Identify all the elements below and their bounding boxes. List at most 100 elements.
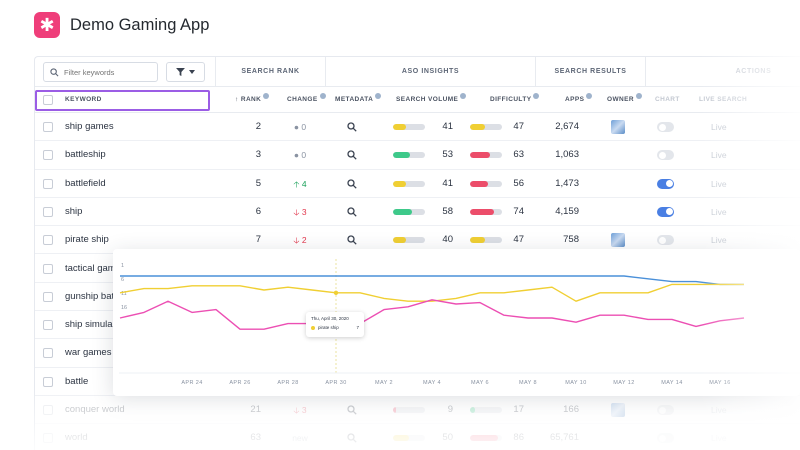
row-checkbox[interactable] [43,263,53,274]
y-tick-label: 6 [121,277,124,283]
metadata-search-button[interactable] [340,141,364,172]
col-metadata-label: METADATA [335,96,374,103]
difficulty-value: 86 [513,432,524,444]
keyword-cell[interactable]: ship simula [65,319,113,331]
keyword-cell[interactable]: conquer world [65,404,125,415]
table-row[interactable]: battleship 3 ● 0 53 63 1,063 Live [35,141,800,172]
row-checkbox[interactable] [43,178,53,189]
change-cell: 🡣 3 [275,396,325,424]
row-checkbox[interactable] [43,206,53,217]
change-cell: 🡣 2 [275,226,325,254]
col-keyword[interactable]: KEYWORD [65,96,102,103]
row-checkbox[interactable] [43,320,53,331]
metadata-search-button[interactable] [340,424,364,450]
row-checkbox[interactable] [43,150,53,161]
live-search-link[interactable]: Live [711,433,727,444]
filter-keywords-field[interactable] [43,62,158,82]
keyword-cell[interactable]: pirate ship [65,234,109,246]
metadata-search-button[interactable] [340,113,364,144]
chart-toggle[interactable] [657,235,674,246]
live-search-link[interactable]: Live [711,405,727,415]
metadata-search-button[interactable] [340,226,364,257]
owner-app-icon[interactable] [611,120,625,134]
table-row[interactable]: battlefield 5 🡡 4 41 56 1,473 Live [35,170,800,198]
difficulty-value: 47 [513,121,524,132]
row-checkbox[interactable] [43,235,53,246]
row-checkbox[interactable] [43,291,53,302]
group-search-rank: SEARCH RANK [215,57,325,87]
arrow-down-icon: 🡣 [293,206,302,217]
chart-toggle[interactable] [657,206,674,217]
info-icon [635,93,642,99]
keyword-cell[interactable]: battleship [65,149,106,161]
rank-cell: 5 [255,177,261,189]
owner-app-icon[interactable] [611,233,625,248]
metadata-search-button[interactable] [340,198,364,229]
chart-toggle[interactable] [657,150,674,161]
chart-toggle[interactable] [657,122,674,132]
group-actions: ACTIONS [645,57,800,87]
apps-count: 758 [563,234,579,246]
col-apps[interactable]: APPS [565,87,593,113]
asterisk-icon: ✱ [34,12,60,38]
col-search-volume[interactable]: SEARCH VOLUME [396,87,467,113]
search-icon [50,67,59,76]
magnifier-icon [347,122,357,132]
table-row[interactable]: conquer world 21 🡣 3 9 17 166 Live [35,396,800,427]
app-title: Demo Gaming App [70,15,210,34]
live-search-link[interactable]: Live [711,122,727,132]
tooltip-value: 7 [356,325,359,330]
keyword-cell[interactable]: ship games [65,121,114,132]
search-volume-fill [393,152,410,159]
chart-toggle[interactable] [657,405,674,415]
keyword-cell[interactable]: tactical gam [65,262,116,274]
metadata-search-button[interactable] [340,396,364,427]
rank-cell: 2 [255,121,261,132]
table-row[interactable]: world 63 new 50 86 65,761 Live [35,424,800,450]
row-checkbox[interactable] [43,122,53,132]
keyword-cell[interactable]: ship [65,205,83,217]
owner-app-icon[interactable] [611,403,625,417]
x-tick-label: MAY 6 [471,380,489,386]
keyword-cell[interactable]: gunship bat [65,290,115,302]
col-owner-label: OWNER [607,96,634,103]
row-checkbox[interactable] [43,405,53,415]
chart-toggle[interactable] [657,178,674,189]
dot-icon: ● [293,150,302,161]
difficulty-fill [470,124,486,130]
difficulty-bar [470,152,502,159]
table-row[interactable]: ship games 2 ● 0 41 47 2,674 Live [35,113,800,144]
col-difficulty[interactable]: DIFFICULTY [490,87,540,113]
keyword-cell[interactable]: world [65,432,88,444]
live-search-link[interactable]: Live [711,178,727,189]
x-tick-label: APR 26 [229,380,250,386]
filter-button[interactable] [166,62,205,82]
difficulty-bar [470,407,502,413]
col-change[interactable]: CHANGE [287,87,326,113]
row-checkbox[interactable] [43,348,53,359]
sort-up-icon: ↑ [235,96,241,103]
search-input[interactable] [64,67,154,77]
col-owner[interactable]: OWNER [607,87,642,113]
search-volume-value: 41 [442,177,453,189]
keyword-cell[interactable]: war games [65,347,112,359]
chart-toggle[interactable] [657,433,674,444]
col-metadata[interactable]: METADATA [335,87,382,113]
keyword-cell[interactable]: battle [65,375,89,387]
group-search-results: SEARCH RESULTS [535,57,645,87]
live-search-link[interactable]: Live [711,206,727,217]
select-all-checkbox[interactable] [43,95,53,105]
search-volume-bar [393,124,425,130]
dot-icon: ● [293,122,302,132]
row-checkbox[interactable] [43,376,53,387]
magnifier-icon [347,150,357,160]
keyword-cell[interactable]: battlefield [65,177,106,189]
difficulty-value: 47 [513,234,524,246]
change-value: 3 [301,206,307,217]
col-rank[interactable]: ↑ RANK [235,87,270,113]
row-checkbox[interactable] [43,433,53,444]
table-row[interactable]: ship 6 🡣 3 58 74 4,159 Live [35,198,800,229]
metadata-search-button[interactable] [340,170,364,201]
live-search-link[interactable]: Live [711,150,727,161]
rank-cell: 6 [255,205,261,217]
